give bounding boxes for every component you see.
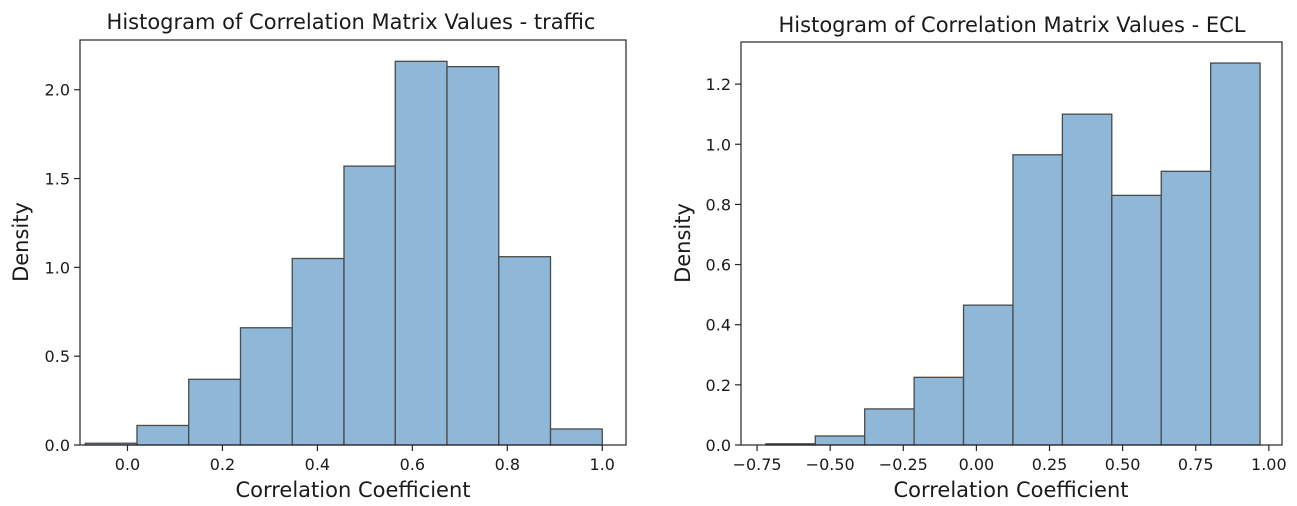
x-tick-label: 0.50 <box>1105 455 1141 474</box>
histogram-bar <box>1210 62 1261 446</box>
y-tick-label: 0.5 <box>45 347 70 366</box>
y-axis-label: Density <box>9 202 33 282</box>
histogram-bar <box>814 435 866 446</box>
histogram-bar <box>136 424 190 446</box>
histogram-panel-ecl: Histogram of Correlation Matrix Values -… <box>671 13 1287 502</box>
y-ticks: 0.0 0.5 1.0 1.5 2.0 <box>45 81 80 455</box>
histogram-bar <box>291 257 345 446</box>
y-ticks: 0.0 0.2 0.4 0.6 0.8 1.0 1.2 <box>706 75 741 455</box>
y-axis-label: Density <box>671 203 695 283</box>
plot-frame <box>79 39 627 446</box>
y-tick-label: 0.4 <box>706 316 731 335</box>
histogram-bar <box>1012 154 1064 446</box>
histogram-bar <box>239 327 293 446</box>
histogram-bar <box>343 165 396 446</box>
y-tick-label: 1.0 <box>45 258 70 277</box>
y-tick-label: 1.5 <box>45 170 70 189</box>
histogram-panel-traffic: Histogram of Correlation Matrix Values -… <box>9 10 627 502</box>
x-tick-label: 0.2 <box>210 455 235 474</box>
y-tick-label: 0.0 <box>706 436 731 455</box>
x-ticks: −0.75 −0.50 −0.25 0.00 0.25 0.50 0.75 1.00 <box>733 445 1287 474</box>
x-tick-label: 0.4 <box>305 455 330 474</box>
plot-frame <box>740 41 1283 446</box>
x-tick-label: 0.75 <box>1178 455 1214 474</box>
x-ticks: 0.0 0.2 0.4 0.6 0.8 1.0 <box>115 445 615 474</box>
y-tick-label: 0.8 <box>706 195 731 214</box>
chart-title: Histogram of Correlation Matrix Values -… <box>107 10 596 34</box>
histogram-bar <box>446 65 500 446</box>
y-tick-label: 1.2 <box>706 75 731 94</box>
bars-group <box>84 60 603 446</box>
x-tick-label: 1.00 <box>1251 455 1287 474</box>
x-tick-label: −0.50 <box>806 455 855 474</box>
x-tick-label: 0.0 <box>115 455 140 474</box>
histogram-bar <box>188 378 242 446</box>
y-tick-label: 0.0 <box>45 436 70 455</box>
x-tick-label: 0.00 <box>959 455 995 474</box>
histogram-bar <box>1061 113 1113 446</box>
x-axis-label: Correlation Coefficient <box>235 478 470 502</box>
x-tick-label: 0.25 <box>1032 455 1068 474</box>
y-tick-label: 1.0 <box>706 135 731 154</box>
x-tick-label: −0.25 <box>879 455 928 474</box>
y-tick-label: 0.2 <box>706 376 731 395</box>
histogram-bar <box>962 304 1014 446</box>
x-tick-label: −0.75 <box>733 455 782 474</box>
histogram-bar <box>864 408 915 446</box>
x-tick-label: 1.0 <box>590 455 615 474</box>
histogram-bar <box>549 428 603 446</box>
histogram-bar <box>1111 194 1162 446</box>
histogram-bar <box>394 60 448 446</box>
x-tick-label: 0.6 <box>400 455 425 474</box>
y-tick-label: 0.6 <box>706 256 731 275</box>
bars-group <box>765 62 1261 446</box>
histogram-bar <box>498 256 552 446</box>
x-tick-label: 0.8 <box>495 455 520 474</box>
chart-title: Histogram of Correlation Matrix Values -… <box>779 13 1246 37</box>
y-tick-label: 2.0 <box>45 81 70 100</box>
x-axis-label: Correlation Coefficient <box>893 478 1128 502</box>
histogram-bar <box>1160 170 1212 446</box>
histogram-bar <box>913 376 965 446</box>
